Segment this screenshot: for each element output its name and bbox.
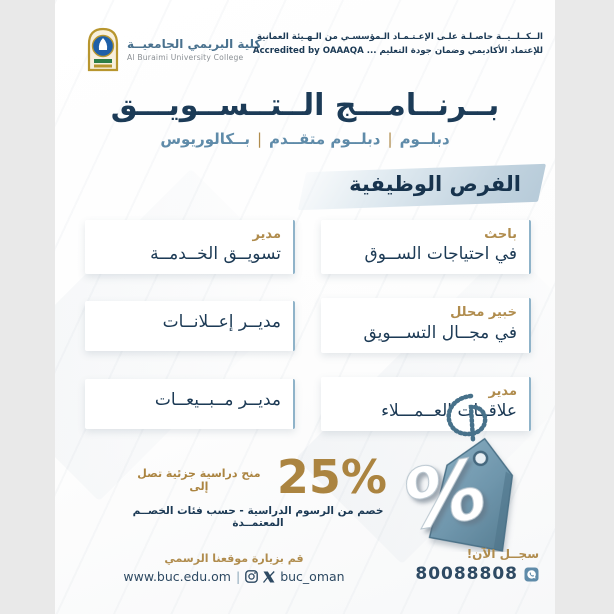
job-text: في مجــال التســـويق: [363, 322, 517, 343]
discount-offer: 25% منح دراسية جزئية تصل إلى خصم من الرس…: [129, 450, 387, 529]
jobs-heading: الفرص الوظيفية: [349, 172, 521, 196]
job-label: خبير محلل: [450, 305, 517, 321]
website-url[interactable]: www.buc.edu.om: [123, 569, 231, 584]
college-name: كلية البريمي الجامعيــة Al Buraimi Unive…: [127, 37, 261, 62]
job-text: تسويــق الخــدمــة: [150, 244, 281, 265]
level-separator: |: [256, 130, 263, 148]
job-text: مديــر مــبــيعــات: [154, 389, 281, 410]
website-block: قم بزيارة موقعنا الرسمي www.buc.edu.om |…: [93, 552, 375, 584]
tag-rope: [446, 393, 488, 443]
job-label: مدير: [488, 383, 517, 399]
poster: كلية البريمي الجامعيــة Al Buraimi Unive…: [55, 0, 555, 614]
program-title: بــرنــامـــج الــتــســويـــق: [110, 88, 500, 123]
accreditation-line2: للإعتماد الأكاديمي وضمان جودة التعليم ..…: [252, 46, 543, 57]
job-card-market-researcher: باحث في احتياجات الســوق: [321, 220, 531, 275]
level-separator: |: [387, 130, 393, 148]
college-name-english: Al Buraimi University College: [127, 52, 244, 62]
whatsapp-icon[interactable]: [524, 567, 539, 582]
job-card-advertising-manager: مديــر إعــلانــات: [85, 300, 295, 351]
visit-label: قم بزيارة موقعنا الرسمي: [164, 552, 304, 565]
discount-lead: منح دراسية جزئية تصل إلى: [137, 466, 261, 493]
discount-value: 25%: [276, 450, 387, 504]
college-logo: كلية البريمي الجامعيــة Al Buraimi Unive…: [87, 26, 261, 72]
register-label: سجــل الآن!: [466, 547, 539, 561]
level-bachelor: بــكالوريوس: [160, 130, 250, 148]
discount-headline: 25% منح دراسية جزئية تصل إلى: [129, 450, 387, 504]
job-card-service-marketing-manager: مدير تسويــق الخــدمــة: [85, 220, 295, 275]
job-card-customer-relations-manager: مدير علاقــات العــمـــلاء: [321, 376, 531, 432]
pipe-divider: |: [235, 569, 241, 584]
x-social-icon[interactable]: [263, 570, 275, 583]
percent-symbol: %: [397, 442, 494, 550]
register-block: سجــل الآن! 80088808: [415, 547, 539, 584]
job-text: مديــر إعــلانــات: [162, 311, 281, 332]
job-card-marketing-analyst: خبير محلل في مجــال التســـويق: [321, 298, 531, 353]
discount-tag-graphic: %: [393, 390, 545, 552]
phone-line: 80088808: [415, 564, 539, 584]
level-diploma: دبلــوم: [399, 130, 450, 148]
college-emblem-icon: [87, 26, 119, 72]
social-handle[interactable]: buc_oman: [280, 569, 345, 584]
job-label: باحث: [484, 227, 517, 242]
discount-note: خصم من الرسوم الدراسية - حسب فئات الخصــ…: [132, 504, 384, 529]
college-name-arabic: كلية البريمي الجامعيــة: [127, 36, 262, 51]
website-line: www.buc.edu.om | buc_oman: [93, 569, 375, 584]
jobs-list: باحث في احتياجات الســوق مدير تسويــق ال…: [85, 220, 531, 432]
job-label: مدير: [252, 227, 281, 242]
accreditation-line1: الــكــلــيــة حاصـلـة علـى الإعـتـمـاد …: [256, 32, 543, 42]
program-levels: دبلــوم | دبلــوم متقــدم | بــكالوريوس: [55, 130, 555, 148]
accreditation-text: الــكــلــيــة حاصـلـة علـى الإعـتـمـاد …: [253, 30, 543, 58]
job-card-sales-manager: مديــر مــبــيعــات: [85, 378, 295, 429]
job-text: في احتياجات الســوق: [364, 244, 517, 265]
phone-number[interactable]: 80088808: [415, 564, 518, 584]
instagram-icon[interactable]: [245, 570, 259, 583]
level-advanced-diploma: دبلــوم متقــدم: [269, 130, 381, 148]
